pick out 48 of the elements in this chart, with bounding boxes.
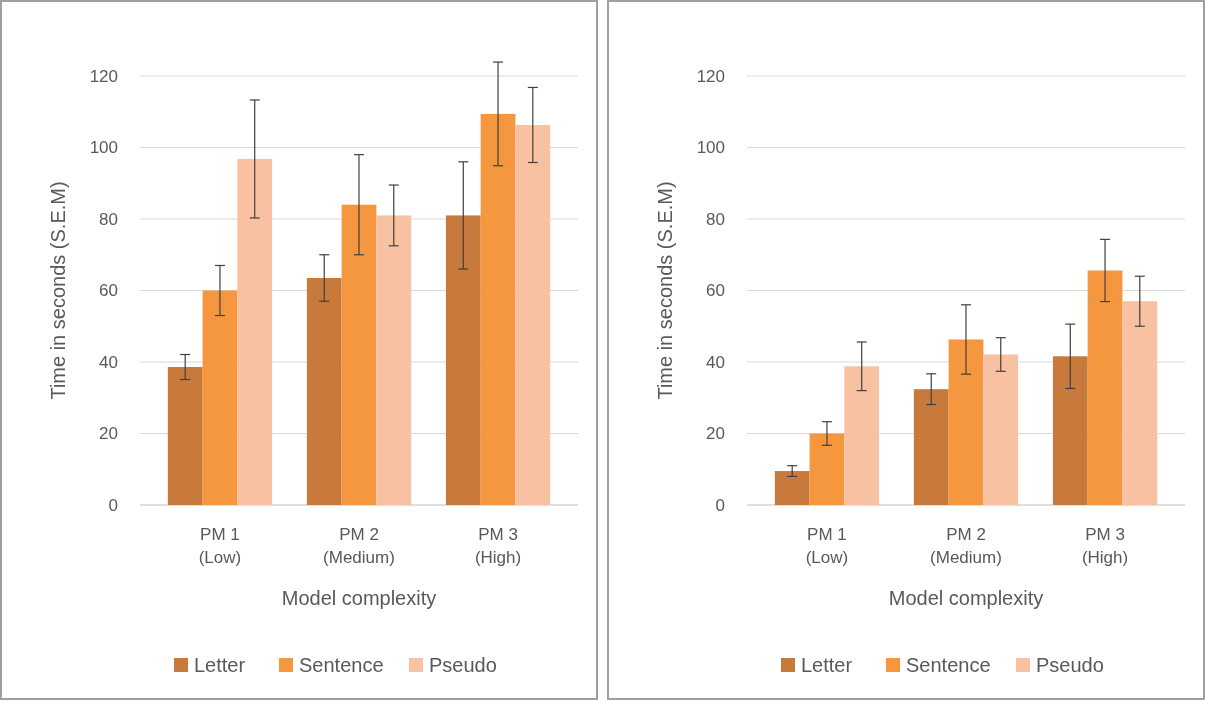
x-tick-label: PM 3 (High) — [474, 525, 522, 567]
legend-label: Letter — [801, 654, 853, 676]
bar — [376, 215, 412, 505]
y-axis-title: Time in seconds (S.E.M) — [654, 181, 676, 400]
legend-label: Letter — [194, 654, 246, 676]
y-tick-label: 40 — [99, 352, 118, 372]
x-tick-label: PM 3 (High) — [1081, 525, 1129, 567]
bar — [983, 354, 1019, 505]
bar — [480, 113, 516, 505]
y-tick-label: 0 — [108, 495, 118, 515]
y-tick-label: 20 — [706, 424, 725, 444]
bar — [1122, 301, 1158, 505]
bar — [774, 471, 810, 505]
legend-label: Pseudo — [1036, 654, 1104, 676]
bar — [341, 204, 377, 505]
y-tick-label: 80 — [99, 209, 118, 229]
bar — [1052, 356, 1088, 505]
bar — [445, 215, 481, 505]
bar — [515, 124, 551, 505]
bar — [1087, 270, 1123, 505]
y-tick-label: 60 — [706, 281, 725, 301]
x-tick-label: PM 2 (Medium) — [323, 525, 395, 567]
legend-label: Sentence — [299, 654, 384, 676]
y-tick-label: 40 — [706, 352, 725, 372]
y-tick-label: 120 — [89, 66, 118, 86]
y-tick-label: 100 — [89, 138, 118, 158]
legend-label: Sentence — [906, 654, 991, 676]
legend-label: Pseudo — [429, 654, 497, 676]
y-tick-label: 0 — [715, 495, 725, 515]
bar — [306, 277, 342, 505]
x-tick-label: PM 2 (Medium) — [930, 525, 1002, 567]
y-tick-label: 80 — [706, 209, 725, 229]
y-tick-label: 120 — [696, 66, 725, 86]
bar — [167, 367, 203, 505]
bar — [948, 339, 984, 505]
x-axis-title: Model complexity — [888, 587, 1044, 609]
bar — [202, 290, 238, 505]
x-tick-label: PM 1 (Low) — [198, 525, 242, 567]
y-tick-label: 100 — [696, 138, 725, 158]
bar — [237, 158, 273, 505]
bar — [913, 389, 949, 505]
bar — [844, 366, 880, 505]
y-tick-label: 60 — [99, 281, 118, 301]
y-axis-title: Time in seconds (S.E.M) — [47, 181, 69, 400]
x-tick-label: PM 1 (Low) — [805, 525, 849, 567]
y-tick-label: 20 — [99, 424, 118, 444]
x-axis-title: Model complexity — [281, 587, 437, 609]
bar — [809, 433, 845, 505]
